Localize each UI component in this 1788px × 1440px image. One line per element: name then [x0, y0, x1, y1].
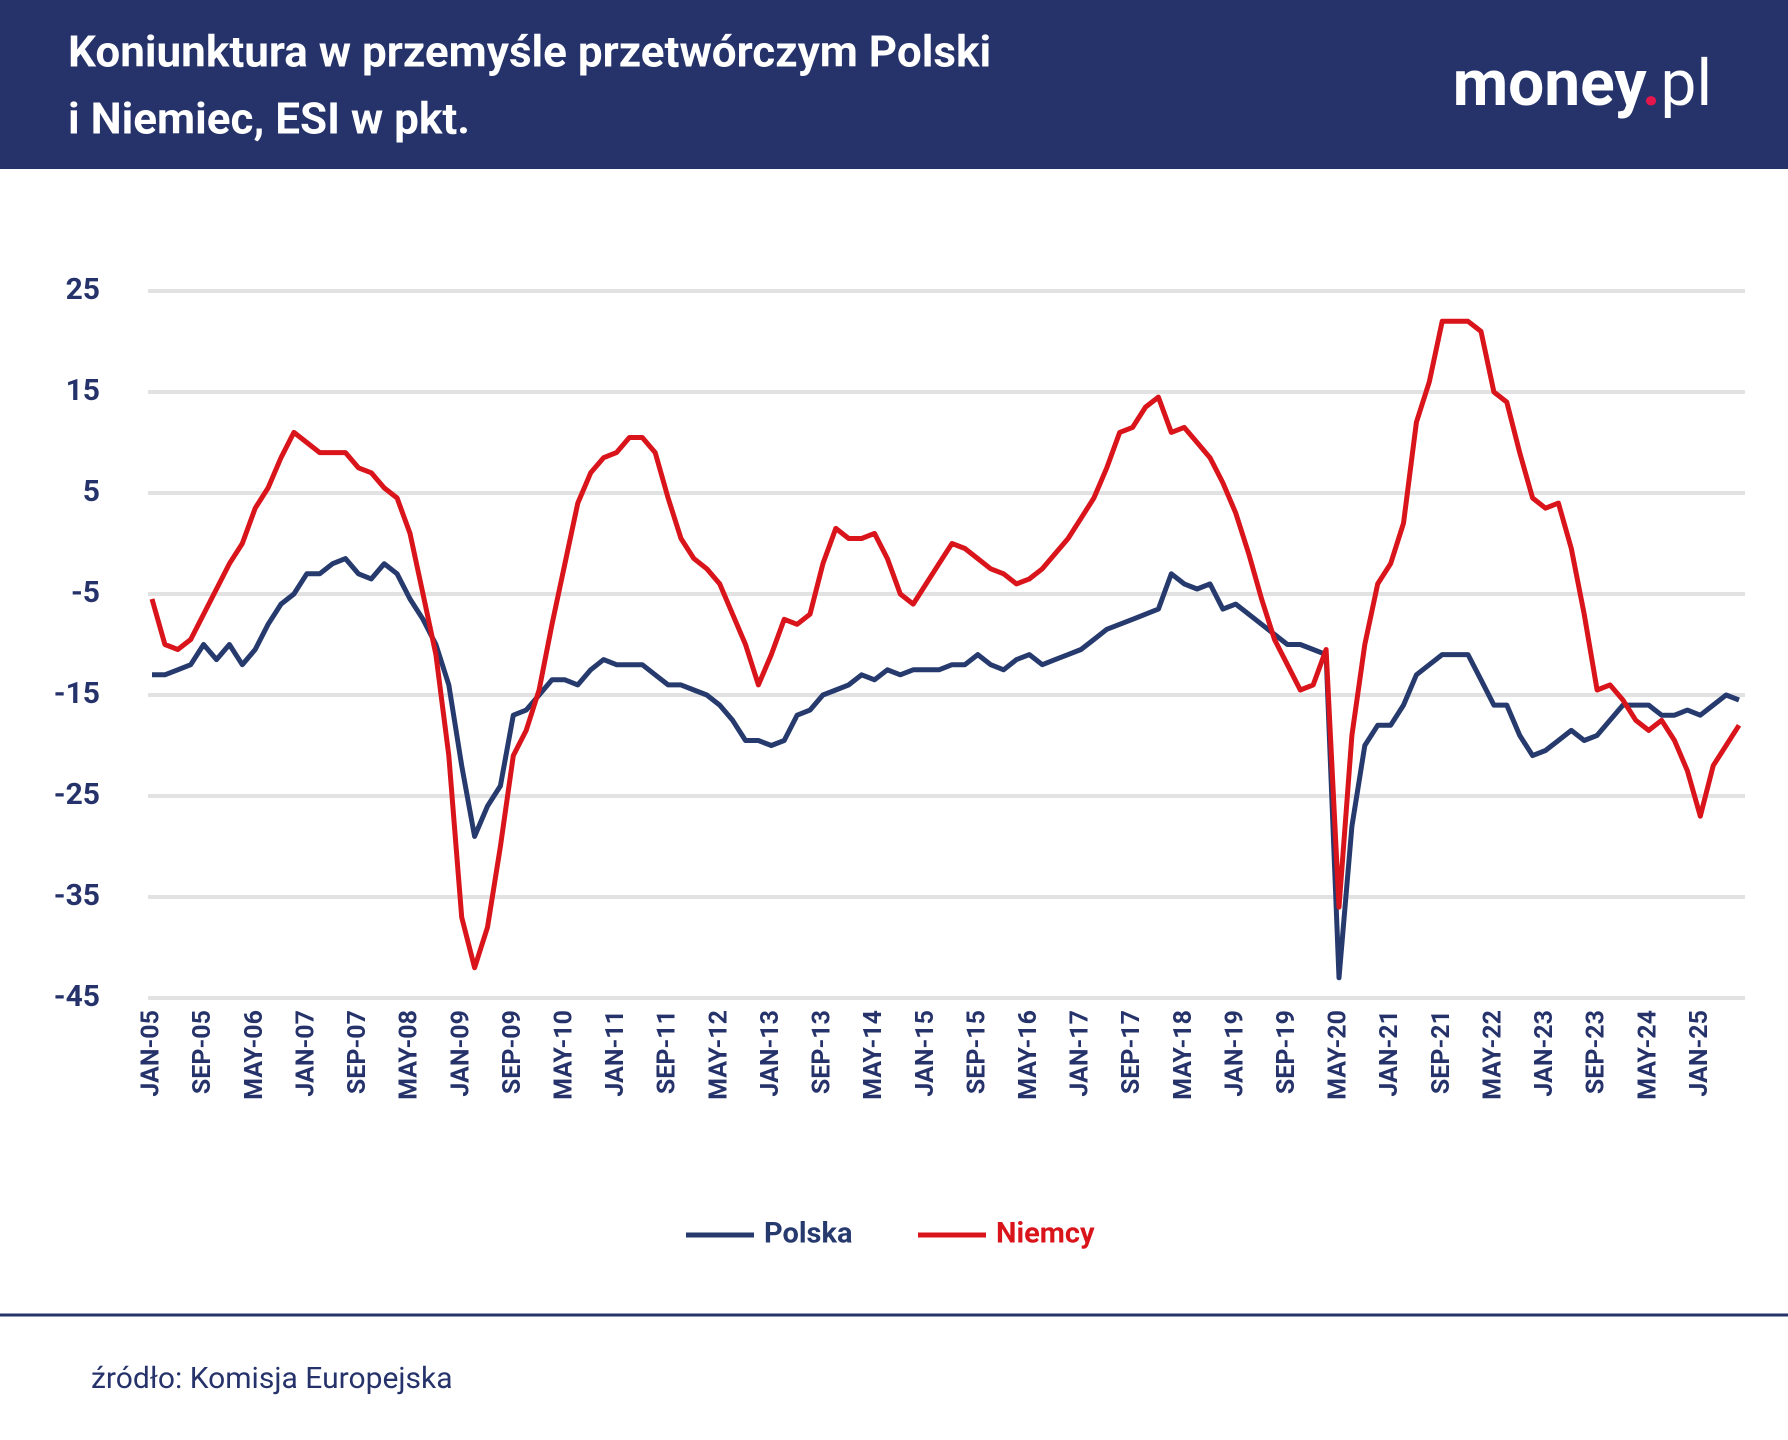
x-tick-label: JAN-23 [1530, 1010, 1559, 1097]
x-tick-label: SEP-19 [1272, 1010, 1301, 1094]
chart-title: Koniunktura w przemyśle przetwórczym Pol… [68, 26, 991, 78]
logo-part: money [1453, 46, 1648, 121]
x-tick-label: JAN-05 [137, 1010, 166, 1097]
x-tick-label: JAN-07 [291, 1010, 320, 1097]
x-tick-label: JAN-09 [446, 1010, 475, 1097]
legend-label: Niemcy [996, 1217, 1095, 1251]
x-tick-label: SEP-23 [1582, 1010, 1611, 1094]
y-tick-label: -15 [54, 676, 100, 711]
x-tick-label: JAN-13 [756, 1010, 785, 1097]
source: źródło: Komisja Europejska [91, 1361, 453, 1396]
x-tick-label: MAY-18 [1169, 1010, 1198, 1100]
y-tick-label: -45 [54, 979, 100, 1014]
x-tick-label: MAY-14 [859, 1010, 888, 1100]
x-tick-label: SEP-15 [962, 1010, 991, 1094]
x-tick-label: MAY-20 [1324, 1010, 1353, 1100]
logo-part: pl [1661, 46, 1713, 121]
x-tick-label: JAN-11 [601, 1010, 630, 1097]
x-tick-label: MAY-08 [395, 1010, 424, 1100]
y-tick-label: -25 [54, 777, 100, 812]
x-tick-label: MAY-06 [240, 1010, 269, 1100]
x-tick-label: JAN-17 [1066, 1010, 1095, 1097]
data-line [149, 318, 1742, 971]
y-tick-label: 25 [66, 272, 100, 307]
x-tick-label: SEP-17 [1117, 1010, 1146, 1094]
logo-part: . [1642, 46, 1661, 121]
x-tick-label: SEP-09 [498, 1010, 527, 1094]
y-tick-label: 5 [83, 474, 100, 509]
data-line [152, 556, 1740, 981]
x-tick-label: JAN-21 [1375, 1010, 1404, 1097]
y-tick-label: -35 [54, 878, 100, 913]
x-tick-label: SEP-13 [808, 1010, 837, 1094]
y-tick-label: -5 [71, 575, 100, 610]
chart-title: i Niemiec, ESI w pkt. [68, 93, 470, 145]
x-tick-label: SEP-11 [653, 1010, 682, 1094]
x-tick-label: JAN-19 [1220, 1010, 1249, 1097]
x-tick-label: SEP-05 [188, 1010, 217, 1094]
x-tick-label: JAN-25 [1685, 1010, 1714, 1097]
x-tick-label: MAY-12 [704, 1010, 733, 1100]
logo: money.pl [1453, 46, 1712, 121]
x-tick-label: MAY-24 [1633, 1010, 1662, 1100]
x-tick-label: MAY-16 [1014, 1010, 1043, 1100]
x-tick-label: MAY-10 [549, 1010, 578, 1100]
header [0, 0, 1788, 169]
y-tick-label: 15 [66, 373, 100, 408]
legend-label: Polska [764, 1217, 852, 1251]
x-tick-label: MAY-22 [1478, 1010, 1507, 1100]
x-tick-label: SEP-07 [343, 1010, 372, 1094]
x-tick-label: SEP-21 [1427, 1010, 1456, 1094]
x-tick-label: JAN-15 [911, 1010, 940, 1097]
